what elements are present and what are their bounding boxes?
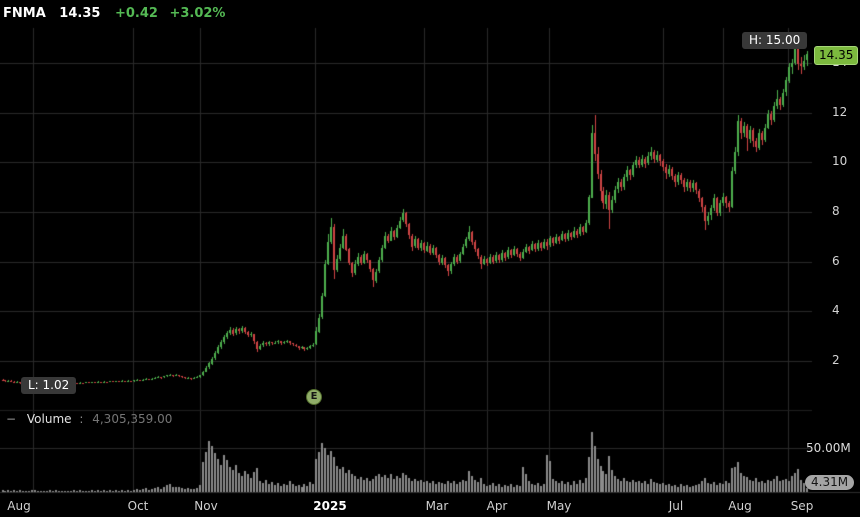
time-tick-label: Aug	[7, 499, 31, 513]
time-tick-label: Sep	[790, 499, 814, 513]
time-tick-label: Aug	[728, 499, 752, 513]
time-tick-label: 2025	[313, 499, 347, 513]
volume-scale-label: 50.00M	[806, 441, 851, 455]
volume-pane-header: − Volume : 4,305,359.00	[6, 412, 172, 426]
session-high-annotation: H: 15.00	[742, 32, 808, 49]
price-tick-label: 8	[832, 204, 840, 218]
symbol-label: FNMA	[3, 6, 46, 21]
time-tick-label: Apr	[486, 499, 508, 513]
session-low-annotation: L: 1.02	[21, 377, 77, 394]
price-tick-label: 2	[832, 353, 840, 367]
volume-pane-title: Volume	[26, 412, 72, 426]
last-price-label: 14.35	[59, 6, 101, 21]
price-change-percent-label: +3.02%	[169, 6, 226, 21]
price-tick-label: 10	[832, 154, 848, 169]
price-tick-label: 4	[832, 303, 840, 318]
time-tick-label: Nov	[194, 499, 218, 513]
price-change-label: +0.42	[114, 6, 158, 21]
time-tick-label: Oct	[127, 499, 149, 513]
price-tick-label: 12	[832, 104, 848, 119]
collapse-pane-button[interactable]: −	[6, 412, 17, 426]
time-axis[interactable]: Aug Oct Nov 2025 Mar Apr May Jul Aug Sep	[0, 494, 860, 517]
time-tick-label: Mar	[425, 499, 449, 513]
last-price-badge: 14.35	[814, 46, 859, 65]
volume-separator: :	[79, 412, 84, 426]
symbol-header: FNMA 14.35 +0.42 +3.02%	[3, 6, 225, 21]
time-tick-label: Jul	[668, 499, 684, 513]
volume-value: 4,305,359.00	[92, 412, 173, 426]
price-tick-label: 6	[832, 253, 840, 268]
price-axis[interactable]: 50.00M 1412108642	[806, 0, 860, 493]
earnings-marker-icon[interactable]: E	[306, 389, 322, 405]
time-tick-label: May	[546, 499, 572, 513]
last-volume-badge: 4.31M	[805, 475, 855, 490]
